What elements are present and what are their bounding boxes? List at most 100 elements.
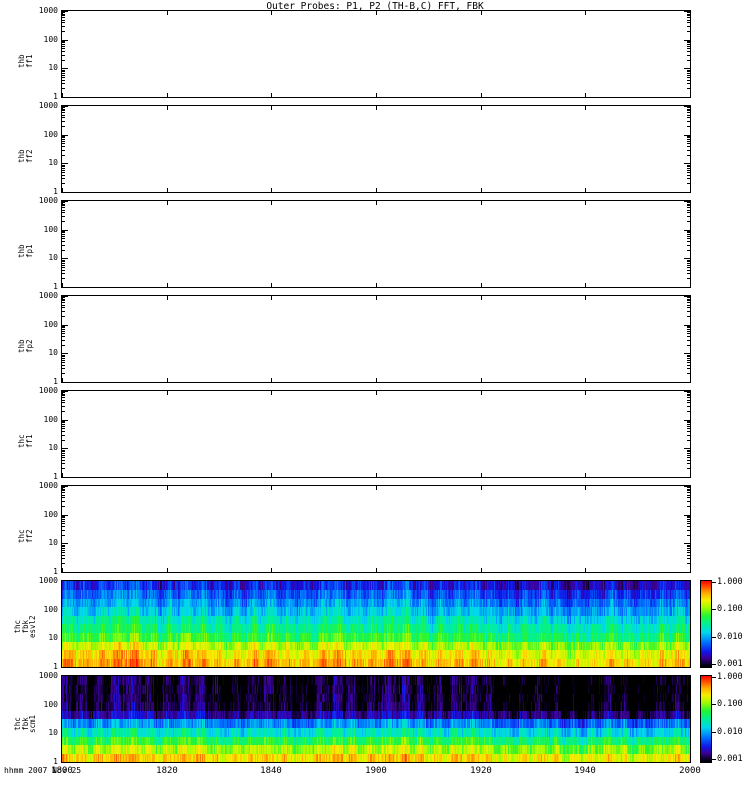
y-tick-label: 1 bbox=[53, 662, 58, 671]
x-tick-bottom bbox=[585, 93, 586, 97]
y-tick-minor-right bbox=[687, 126, 691, 127]
x-tick-top bbox=[62, 296, 63, 300]
y-tick-major-right bbox=[684, 163, 691, 164]
x-tick-bottom bbox=[376, 378, 377, 382]
y-tick-minor bbox=[61, 463, 65, 464]
y-tick-minor bbox=[61, 245, 65, 246]
spectrogram-thc-fbk-scm1[interactable] bbox=[62, 676, 690, 762]
y-tick-minor-right bbox=[687, 535, 691, 536]
y-tick-major bbox=[61, 391, 68, 392]
x-axis-name-line1: hhmm bbox=[4, 766, 24, 775]
y-tick-label: 10 bbox=[48, 63, 58, 72]
y-tick-minor-right bbox=[687, 519, 691, 520]
y-tick-major bbox=[61, 68, 68, 69]
y-tick-minor bbox=[61, 260, 65, 261]
y-axis-label-thb-ff1: thb ff1 bbox=[17, 54, 34, 68]
x-tick-top bbox=[271, 11, 272, 15]
y-tick-label: 1 bbox=[53, 187, 58, 196]
y-tick-minor-right bbox=[687, 143, 691, 144]
y-tick-minor bbox=[61, 558, 65, 559]
y-tick-minor bbox=[61, 20, 65, 21]
x-tick-top bbox=[585, 296, 586, 300]
y-tick-minor-right bbox=[687, 506, 691, 507]
y-tick-minor-right bbox=[687, 12, 691, 13]
y-tick-minor bbox=[61, 178, 65, 179]
y-tick-minor bbox=[61, 77, 65, 78]
y-tick-minor bbox=[61, 207, 65, 208]
y-tick-minor-right bbox=[687, 297, 691, 298]
y-tick-minor bbox=[61, 278, 65, 279]
y-tick-major bbox=[61, 572, 68, 573]
spectrogram-thc-fbk-esvl2[interactable] bbox=[62, 581, 690, 667]
y-axis-label-thc-fbk-esvl2: thc fbk esvl2 bbox=[13, 615, 37, 638]
panel-thc-ff2[interactable] bbox=[61, 485, 691, 573]
colorbar-tick bbox=[712, 704, 716, 705]
panel-thc-ff1[interactable] bbox=[61, 390, 691, 478]
y-tick-minor-right bbox=[687, 77, 691, 78]
x-tick-top bbox=[167, 486, 168, 490]
panel-thb-ff1[interactable] bbox=[61, 10, 691, 98]
x-tick-top bbox=[167, 296, 168, 300]
y-tick-minor-right bbox=[687, 112, 691, 113]
y-tick-major bbox=[61, 192, 68, 193]
y-tick-minor bbox=[61, 137, 65, 138]
y-tick-minor bbox=[61, 204, 65, 205]
x-tick-bottom bbox=[271, 378, 272, 382]
y-tick-minor-right bbox=[687, 526, 691, 527]
y-tick-minor-right bbox=[687, 501, 691, 502]
x-tick-bottom bbox=[690, 568, 691, 572]
y-tick-minor-right bbox=[687, 326, 691, 327]
y-tick-minor bbox=[61, 14, 65, 15]
y-tick-major bbox=[61, 230, 68, 231]
y-tick-minor bbox=[61, 172, 65, 173]
y-tick-minor-right bbox=[687, 468, 691, 469]
y-tick-minor-right bbox=[687, 523, 691, 524]
y-tick-minor-right bbox=[687, 333, 691, 334]
y-tick-minor bbox=[61, 48, 65, 49]
y-tick-minor bbox=[61, 497, 65, 498]
y-tick-label: 1000 bbox=[38, 6, 58, 15]
y-tick-minor bbox=[61, 422, 65, 423]
colorbar-tick-label: 0.100 bbox=[717, 604, 743, 614]
x-tick-top bbox=[62, 486, 63, 490]
y-tick-minor-right bbox=[687, 424, 691, 425]
y-tick-minor-right bbox=[687, 115, 691, 116]
y-tick-minor-right bbox=[687, 22, 691, 23]
y-tick-minor-right bbox=[687, 42, 691, 43]
y-tick-label: 1000 bbox=[38, 671, 58, 680]
y-tick-major-right bbox=[684, 477, 691, 478]
y-tick-minor bbox=[61, 530, 65, 531]
y-axis-label-thc-ff1: thc ff1 bbox=[17, 434, 34, 448]
y-tick-minor bbox=[61, 202, 65, 203]
y-tick-minor bbox=[61, 492, 65, 493]
x-tick-top bbox=[585, 391, 586, 395]
y-tick-minor bbox=[61, 273, 65, 274]
panel-thb-fp1[interactable] bbox=[61, 200, 691, 288]
y-tick-minor-right bbox=[687, 165, 691, 166]
y-tick-minor bbox=[61, 327, 65, 328]
y-tick-minor-right bbox=[687, 137, 691, 138]
y-tick-minor bbox=[61, 299, 65, 300]
x-tick-top bbox=[481, 486, 482, 490]
y-tick-minor bbox=[61, 44, 65, 45]
scm1-colorbar bbox=[700, 675, 712, 763]
panel-thb-fp2[interactable] bbox=[61, 295, 691, 383]
x-tick-bottom bbox=[376, 568, 377, 572]
y-tick-minor-right bbox=[687, 497, 691, 498]
y-tick-minor bbox=[61, 238, 65, 239]
y-tick-minor-right bbox=[687, 265, 691, 266]
y-tick-major bbox=[61, 420, 68, 421]
y-tick-minor bbox=[61, 402, 65, 403]
y-tick-minor-right bbox=[687, 109, 691, 110]
y-tick-minor-right bbox=[687, 463, 691, 464]
y-tick-major bbox=[61, 106, 68, 107]
y-tick-label: 100 bbox=[43, 415, 58, 424]
panel-thb-ff2[interactable] bbox=[61, 105, 691, 193]
y-tick-minor-right bbox=[687, 60, 691, 61]
y-tick-label: 100 bbox=[43, 225, 58, 234]
y-axis-label-line: ff1 bbox=[24, 54, 34, 68]
y-tick-minor-right bbox=[687, 558, 691, 559]
y-tick-minor-right bbox=[687, 212, 691, 213]
y-tick-minor-right bbox=[687, 307, 691, 308]
